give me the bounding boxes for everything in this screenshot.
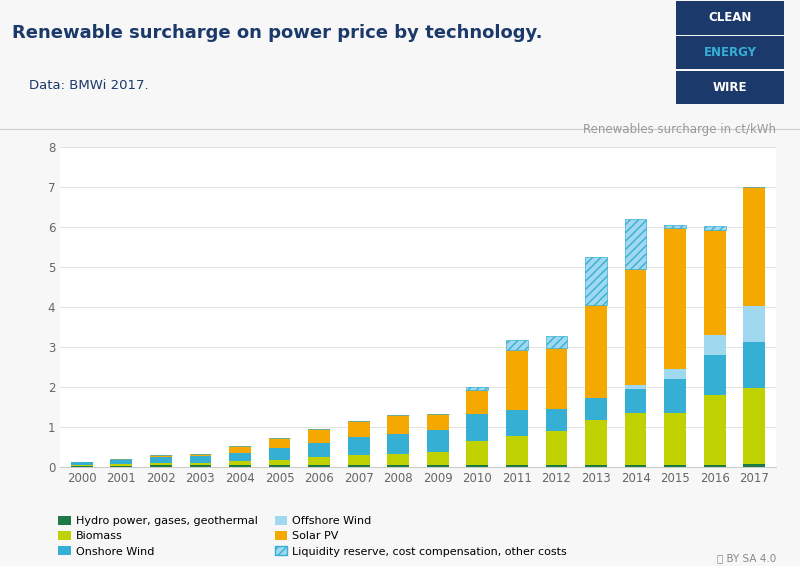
Bar: [743, 342, 765, 388]
Text: Renewable surcharge on power price by technology.: Renewable surcharge on power price by te…: [12, 24, 542, 42]
Bar: [387, 434, 409, 454]
Bar: [585, 305, 607, 398]
Bar: [150, 455, 172, 457]
Bar: [704, 336, 726, 355]
Bar: [190, 456, 211, 462]
Bar: [308, 457, 330, 465]
Bar: [190, 454, 211, 456]
Bar: [743, 464, 765, 467]
Bar: [546, 431, 567, 465]
Bar: [269, 460, 290, 465]
Bar: [269, 448, 290, 460]
Bar: [190, 465, 211, 467]
Bar: [348, 465, 370, 467]
Bar: [704, 229, 726, 336]
Bar: [585, 257, 607, 305]
Bar: [506, 465, 528, 467]
Bar: [427, 414, 449, 430]
Bar: [676, 36, 784, 69]
Bar: [704, 225, 726, 229]
Bar: [348, 421, 370, 438]
Bar: [110, 460, 132, 464]
Bar: [506, 340, 528, 350]
Bar: [387, 465, 409, 467]
Bar: [664, 413, 686, 465]
Bar: [466, 414, 488, 441]
Bar: [664, 465, 686, 467]
Bar: [625, 385, 646, 389]
Bar: [308, 443, 330, 457]
Bar: [506, 350, 528, 410]
Bar: [269, 438, 290, 448]
Bar: [625, 269, 646, 385]
Bar: [427, 452, 449, 465]
Text: CLEAN: CLEAN: [708, 11, 752, 24]
Bar: [71, 466, 93, 467]
Bar: [625, 218, 646, 269]
Bar: [308, 465, 330, 467]
Bar: [664, 370, 686, 379]
Bar: [625, 389, 646, 413]
Bar: [506, 436, 528, 465]
Bar: [704, 355, 726, 396]
Bar: [427, 430, 449, 452]
Bar: [743, 306, 765, 342]
Bar: [466, 390, 488, 414]
Bar: [71, 462, 93, 465]
Bar: [71, 465, 93, 466]
Bar: [546, 348, 567, 409]
Bar: [229, 446, 251, 453]
Text: WIRE: WIRE: [713, 81, 747, 94]
Bar: [110, 466, 132, 467]
Bar: [229, 461, 251, 465]
Bar: [387, 414, 409, 434]
Bar: [585, 420, 607, 465]
Bar: [664, 228, 686, 370]
Bar: [676, 1, 784, 35]
Bar: [546, 465, 567, 467]
Bar: [506, 410, 528, 436]
Bar: [546, 409, 567, 431]
Text: Renewables surcharge in ct/kWh: Renewables surcharge in ct/kWh: [583, 123, 776, 136]
Bar: [150, 465, 172, 467]
Bar: [150, 463, 172, 465]
Bar: [308, 429, 330, 443]
Bar: [269, 465, 290, 467]
Bar: [743, 187, 765, 306]
Bar: [676, 71, 784, 104]
Bar: [229, 465, 251, 467]
Bar: [743, 388, 765, 464]
Bar: [585, 465, 607, 467]
Bar: [664, 225, 686, 228]
Bar: [625, 413, 646, 465]
Bar: [466, 387, 488, 390]
Text: Ⓒ BY SA 4.0: Ⓒ BY SA 4.0: [717, 553, 776, 563]
Bar: [466, 441, 488, 465]
Bar: [625, 465, 646, 467]
Bar: [466, 465, 488, 467]
Bar: [387, 454, 409, 465]
Bar: [704, 465, 726, 467]
Bar: [348, 456, 370, 465]
Bar: [585, 398, 607, 420]
Bar: [704, 396, 726, 465]
Text: ENERGY: ENERGY: [703, 46, 757, 59]
Text: Data: BMWi 2017.: Data: BMWi 2017.: [12, 79, 149, 92]
Bar: [190, 462, 211, 465]
Bar: [664, 379, 686, 413]
Bar: [150, 457, 172, 463]
Legend: Hydro power, gases, geothermal, Biomass, Onshore Wind, Offshore Wind, Solar PV, : Hydro power, gases, geothermal, Biomass,…: [58, 516, 567, 556]
Bar: [546, 336, 567, 348]
Bar: [110, 464, 132, 466]
Bar: [427, 465, 449, 467]
Bar: [348, 438, 370, 456]
Bar: [229, 453, 251, 461]
